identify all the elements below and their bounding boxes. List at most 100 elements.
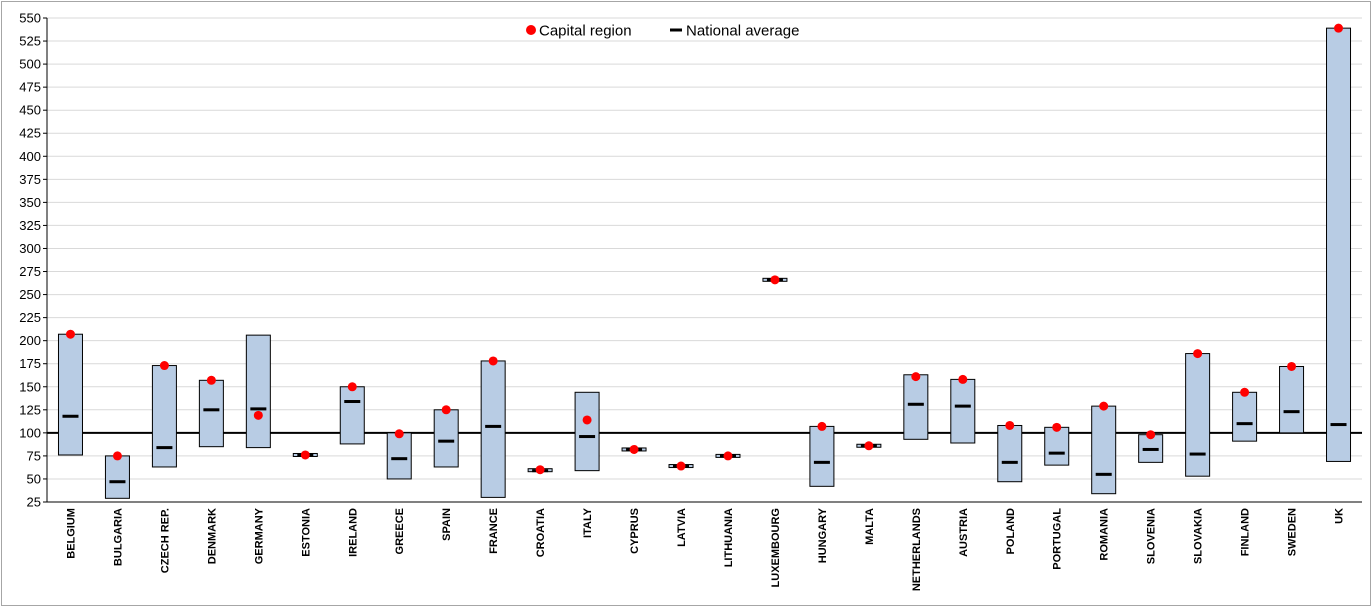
y-tick-label: 125 (19, 402, 41, 417)
category-label: LITHUANIA (723, 508, 735, 567)
category-label: CROATIA (535, 508, 547, 557)
y-tick-label: 525 (19, 34, 41, 49)
capital-region-marker (582, 415, 592, 425)
y-tick-label: 375 (19, 172, 41, 187)
y-tick-label: 325 (19, 218, 41, 233)
legend-capital-label: Capital region (539, 23, 632, 40)
y-tick-label: 350 (19, 195, 41, 210)
national-average-marker (813, 460, 830, 464)
range-bar (1326, 27, 1352, 462)
capital-region-marker (394, 429, 404, 439)
range-bar (480, 360, 506, 498)
capital-region-marker (1005, 420, 1015, 430)
range-bar (1279, 365, 1305, 434)
capital-region-marker (770, 275, 780, 285)
range-bar (903, 374, 929, 440)
y-tick-label: 475 (19, 80, 41, 95)
category-label: IRELAND (347, 508, 359, 557)
markers (62, 23, 1347, 484)
capital-region-marker (817, 421, 827, 431)
national-average-marker (1283, 410, 1300, 414)
national-average-marker (1142, 447, 1159, 451)
x-axis-labels: BELGIUM BULGARIA CZECH REP. DENMARK GERMANY E… (65, 507, 1345, 591)
range-bar (997, 424, 1023, 483)
category-label: GERMANY (253, 507, 265, 564)
national-average-marker (954, 404, 971, 408)
capital-region-marker (253, 410, 263, 420)
range-bar (1044, 426, 1070, 466)
national-average-marker (1048, 451, 1065, 455)
y-tick-label: 450 (19, 103, 41, 118)
category-label: ESTONIA (300, 508, 312, 557)
range-bar (104, 455, 130, 499)
national-average-marker (485, 424, 502, 428)
category-label: SPAIN (441, 508, 453, 541)
national-average-marker (250, 407, 267, 411)
capital-region-marker (1193, 349, 1203, 359)
capital-region-marker (300, 450, 310, 460)
national-average-marker (1236, 422, 1253, 426)
capital-region-marker (535, 465, 545, 475)
y-axis: 25 50 75 100 125 150 175 200 225 250 275 300 325 350 3… (19, 11, 1362, 510)
y-tick-label: 50 (27, 471, 41, 486)
y-tick-label: 400 (19, 149, 41, 164)
capital-region-marker (65, 329, 75, 339)
y-tick-label: 200 (19, 333, 41, 348)
legend-capital-marker (526, 25, 536, 35)
range-bar (386, 432, 412, 480)
capital-region-marker (1052, 422, 1062, 432)
national-average-marker (907, 402, 924, 406)
capital-region-marker (1146, 430, 1156, 440)
category-label: UK (1334, 508, 1346, 524)
category-label: SLOVENIA (1146, 508, 1158, 564)
range-bar (1185, 353, 1211, 477)
range-bar (1091, 405, 1117, 495)
range-bar (198, 379, 224, 448)
y-tick-label: 250 (19, 287, 41, 302)
category-label: MALTA (864, 508, 876, 545)
national-average-marker (1095, 472, 1112, 476)
category-label: BULGARIA (112, 508, 124, 566)
range-bar (1232, 391, 1258, 442)
capital-region-marker (1287, 361, 1297, 371)
national-average-marker (579, 435, 596, 439)
capital-region-marker (676, 461, 686, 471)
national-average-marker (109, 480, 126, 484)
capital-region-marker (1334, 23, 1344, 33)
y-tick-label: 225 (19, 310, 41, 325)
capital-region-marker (441, 405, 451, 415)
range-bar (57, 333, 83, 456)
national-average-marker (62, 414, 79, 418)
category-label: BELGIUM (65, 508, 77, 559)
category-label: PORTUGAL (1052, 508, 1064, 570)
range-bar (950, 378, 976, 444)
range-bar (433, 409, 459, 468)
y-tick-label: 500 (19, 57, 41, 72)
capital-region-marker (159, 361, 169, 371)
capital-region-marker (112, 451, 122, 461)
y-tick-label: 150 (19, 379, 41, 394)
capital-region-marker (723, 451, 733, 461)
y-tick-label: 25 (27, 495, 41, 510)
capital-region-marker (206, 375, 216, 385)
category-label: CYPRUS (629, 508, 641, 554)
category-label: AUSTRIA (958, 508, 970, 557)
y-tick-label: 175 (19, 356, 41, 371)
capital-region-marker (864, 441, 874, 451)
range-bar (245, 334, 271, 449)
category-label: FRANCE (488, 508, 500, 554)
capital-region-marker (1099, 401, 1109, 411)
y-tick-label: 275 (19, 264, 41, 279)
national-average-marker (1189, 452, 1206, 456)
national-average-marker (344, 400, 361, 404)
category-label: SLOVAKIA (1193, 508, 1205, 564)
category-label: NETHERLANDS (911, 508, 923, 591)
category-label: POLAND (1005, 508, 1017, 555)
category-label: LATVIA (676, 508, 688, 547)
category-label: FINLAND (1240, 508, 1252, 556)
national-average-marker (203, 408, 220, 412)
capital-region-marker (629, 444, 639, 454)
category-label: HUNGARY (817, 507, 829, 563)
national-average-marker (438, 439, 455, 443)
